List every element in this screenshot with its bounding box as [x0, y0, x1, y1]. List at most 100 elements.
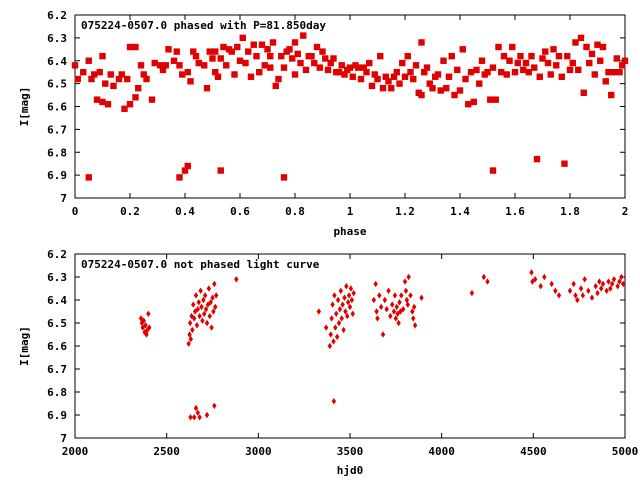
data-point: [517, 52, 524, 60]
data-point: [193, 404, 199, 412]
data-point: [533, 155, 541, 163]
x-tick-label: 4000: [428, 445, 455, 458]
data-point: [616, 68, 623, 76]
data-point: [308, 52, 315, 60]
data-point: [144, 331, 149, 338]
data-point: [360, 64, 367, 71]
data-point: [96, 68, 103, 76]
data-point: [340, 301, 345, 308]
data-point: [575, 66, 582, 74]
data-point: [528, 52, 535, 60]
data-point: [423, 64, 431, 71]
data-point: [408, 292, 413, 299]
data-point: [328, 331, 333, 338]
y-tick-label: 6.6: [47, 340, 67, 353]
data-point: [322, 55, 329, 62]
data-point: [594, 41, 601, 48]
data-point: [184, 162, 191, 170]
data-point: [327, 342, 333, 350]
data-point: [611, 276, 617, 283]
data-point: [500, 52, 508, 60]
chart-title: 075224-0507.0 not phased light curve: [81, 258, 320, 271]
x-tick-label: 1: [347, 205, 354, 218]
data-point: [217, 55, 224, 62]
data-point: [610, 68, 618, 76]
data-point: [190, 48, 197, 55]
data-point: [228, 48, 235, 55]
data-point: [264, 46, 271, 53]
data-point: [187, 319, 193, 327]
data-point: [617, 278, 622, 285]
data-point: [443, 85, 450, 92]
data-point: [481, 273, 487, 281]
data-point: [404, 52, 411, 60]
data-point: [107, 71, 114, 78]
data-point: [407, 68, 414, 76]
data-point: [412, 322, 418, 329]
data-point: [511, 68, 519, 76]
data-point: [278, 52, 285, 60]
data-point: [577, 34, 585, 42]
data-point: [272, 82, 279, 90]
data-point: [338, 287, 344, 294]
y-tick-label: 6.5: [47, 78, 67, 91]
data-point: [159, 66, 167, 74]
data-point: [186, 340, 191, 347]
data-point: [329, 315, 334, 322]
data-point: [206, 285, 212, 292]
unphased-light-curve-panel: 2000 2500 3000 3500 4000 4500 5000 6.2 6.3 6.4 6.5…: [18, 248, 638, 477]
data-point: [99, 52, 106, 60]
data-point: [549, 280, 554, 288]
x-tick-label: 1.8: [560, 205, 580, 218]
data-point: [509, 43, 516, 51]
data-point: [583, 43, 590, 51]
data-point: [558, 73, 565, 80]
data-point: [366, 59, 373, 67]
data-point: [93, 96, 101, 103]
data-point: [212, 402, 217, 409]
data-point: [138, 315, 144, 322]
y-tick-label: 6.8: [47, 146, 67, 159]
data-point: [451, 91, 458, 99]
data-point: [396, 319, 401, 327]
x-tick-label: 3000: [245, 445, 272, 458]
data-point: [188, 335, 194, 343]
data-point: [209, 324, 214, 331]
data-point: [102, 80, 109, 87]
data-point: [575, 296, 580, 304]
data-point: [412, 62, 420, 69]
data-point: [300, 32, 307, 39]
data-point: [345, 299, 351, 306]
data-point: [440, 57, 447, 64]
data-point: [245, 48, 252, 55]
y-tick-label: 6.9: [47, 169, 67, 182]
data-point: [522, 59, 530, 67]
data-point: [371, 296, 377, 304]
y-tick-label: 6.5: [47, 317, 67, 330]
data-point: [553, 62, 560, 69]
data-point: [363, 68, 370, 76]
data-point: [355, 64, 362, 71]
data-point: [602, 78, 609, 85]
data-point: [323, 324, 329, 331]
data-point: [375, 315, 380, 322]
data-point: [390, 73, 398, 80]
data-point: [258, 41, 266, 48]
data-point: [207, 312, 212, 320]
data-point: [379, 85, 387, 92]
data-point: [580, 292, 586, 299]
data-point: [531, 64, 538, 71]
data-point: [332, 292, 337, 299]
data-point: [346, 64, 354, 71]
data-point: [349, 73, 356, 80]
data-point: [401, 73, 409, 80]
x-tick-label: 2500: [153, 445, 180, 458]
data-point: [405, 301, 410, 308]
data-point: [212, 280, 217, 288]
data-point: [140, 71, 147, 78]
data-point: [213, 292, 219, 299]
x-tick-label: 0.2: [120, 205, 140, 218]
chart-title: 075224-0507.0 phased with P=81.850day: [81, 19, 326, 32]
data-point: [567, 287, 573, 294]
data-point: [239, 34, 246, 42]
